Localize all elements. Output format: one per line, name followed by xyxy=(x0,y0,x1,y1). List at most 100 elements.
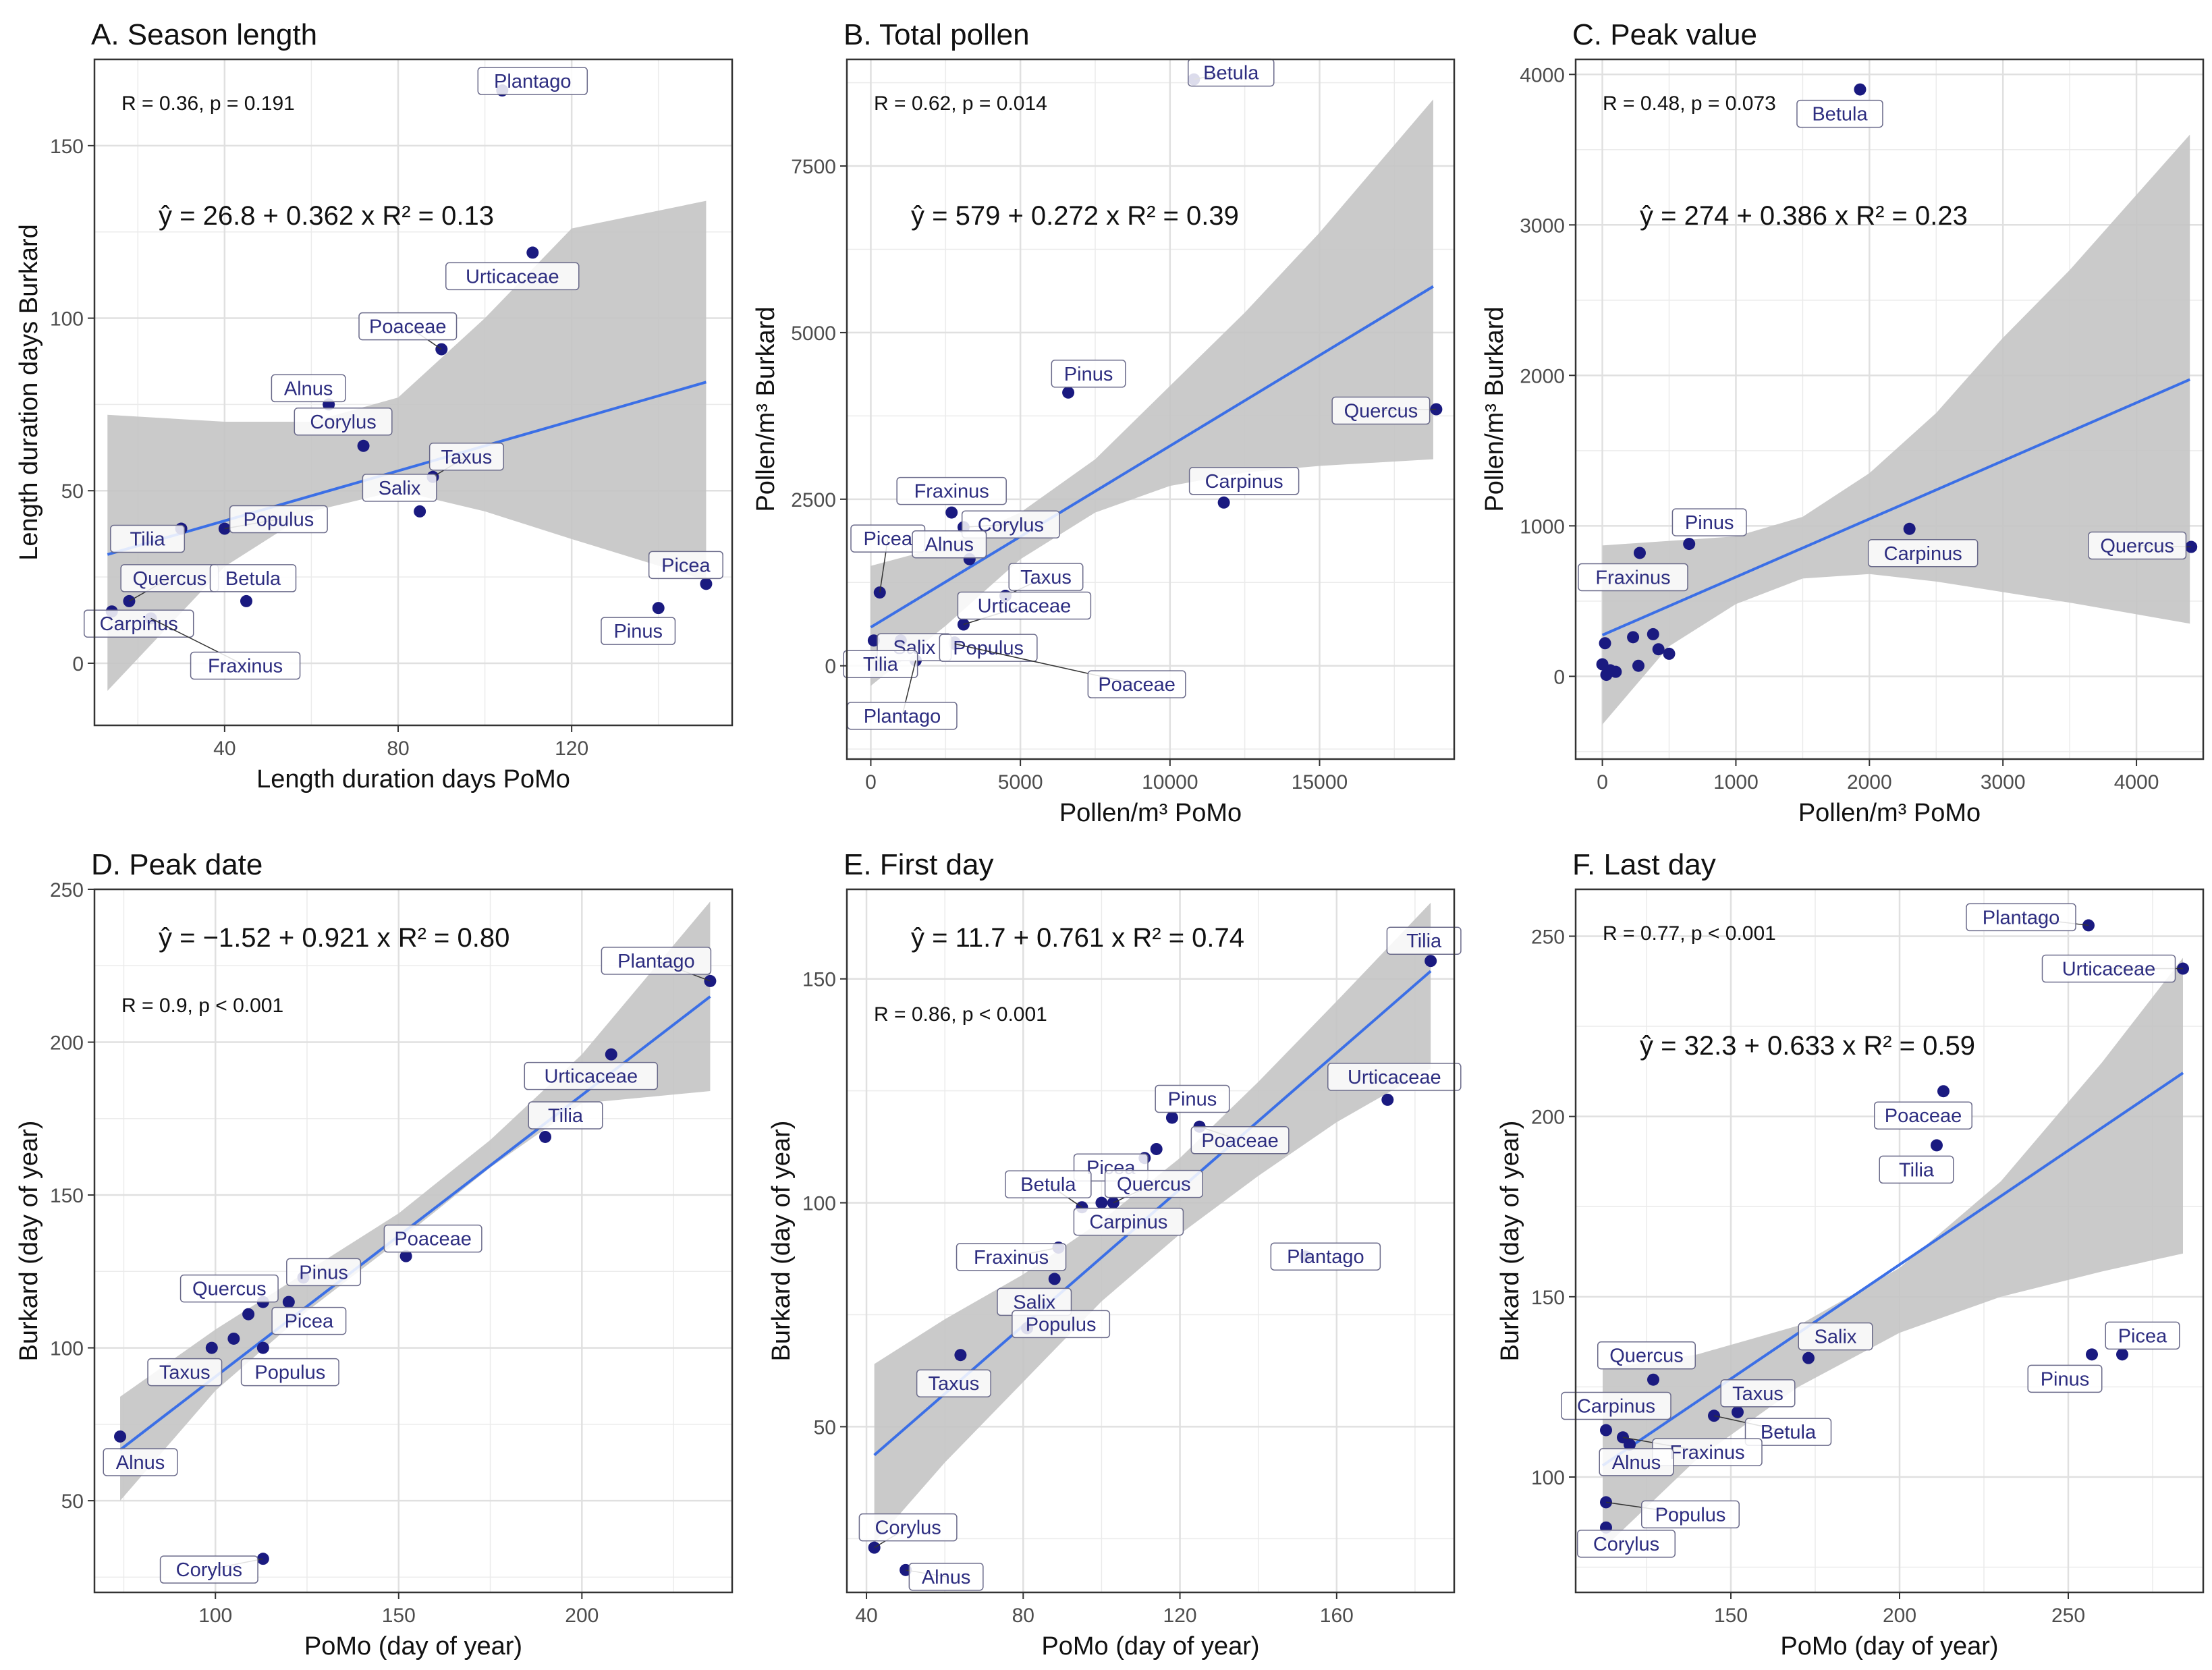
y-tick-label: 150 xyxy=(50,136,84,158)
y-tick-label: 100 xyxy=(1531,1467,1565,1489)
label-box xyxy=(528,1101,603,1130)
label-box xyxy=(1599,1448,1674,1476)
label-text: Pinus xyxy=(1685,512,1734,534)
x-tick-label: 200 xyxy=(1883,1605,1916,1627)
label-box xyxy=(83,609,194,638)
label-text: Carpinus xyxy=(1205,471,1283,493)
label-text: Urticaceae xyxy=(544,1066,638,1088)
point-label-plantago: Plantago xyxy=(1270,1242,1381,1271)
label-text: Betula xyxy=(1761,1422,1817,1443)
data-point-alnus xyxy=(114,1430,127,1443)
point-label-pinus: Pinus xyxy=(286,1258,362,1287)
x-tick-label: 160 xyxy=(1320,1605,1354,1627)
point-label-taxus: Taxus xyxy=(1005,563,1084,596)
label-text: Quercus xyxy=(2100,536,2174,557)
point-label-tilia: Tilia xyxy=(110,524,186,553)
correlation-stat: R = 0.36, p = 0.191 xyxy=(121,92,295,115)
point-label-carpinus: Carpinus xyxy=(1867,539,1979,567)
label-text: Alnus xyxy=(284,378,333,399)
label-box xyxy=(843,650,918,678)
label-text: Urticaceae xyxy=(1348,1067,1441,1088)
y-axis-label: Burkard (day of year) xyxy=(767,1121,796,1362)
label-box xyxy=(362,474,437,502)
chart-title: D. Peak date xyxy=(91,848,262,881)
y-tick-label: 4000 xyxy=(1520,64,1565,86)
label-text: Fraxinus xyxy=(208,655,283,677)
label-text: Plantago xyxy=(1983,907,2060,928)
x-tick-label: 150 xyxy=(382,1605,416,1627)
data-point xyxy=(1663,647,1676,660)
y-tick-label: 100 xyxy=(802,1193,836,1215)
label-box xyxy=(1386,926,1462,955)
x-tick-label: 250 xyxy=(2051,1605,2085,1627)
y-tick-label: 200 xyxy=(50,1032,84,1055)
panel-border xyxy=(93,58,734,727)
confidence-band xyxy=(870,99,1433,686)
y-axis-label: Pollen/m³ Burkard xyxy=(1481,306,1509,511)
y-tick-label: 250 xyxy=(1531,926,1565,948)
correlation-stat: R = 0.77, p < 0.001 xyxy=(1603,922,1776,945)
label-text: Populus xyxy=(254,1362,325,1384)
label-box xyxy=(957,591,1092,620)
label-text: Pinus xyxy=(299,1262,348,1283)
data-point-alnus xyxy=(1624,1438,1636,1451)
x-tick-label: 40 xyxy=(855,1605,877,1627)
label-box xyxy=(271,374,346,403)
label-box xyxy=(1270,1242,1381,1271)
label-text: Tilia xyxy=(1406,930,1442,952)
correlation-stat: R = 0.86, p < 0.001 xyxy=(874,1003,1047,1026)
y-tick-label: 200 xyxy=(1531,1107,1565,1129)
y-tick-label: 150 xyxy=(50,1185,84,1207)
point-label-poaceae: Poaceae xyxy=(358,312,458,350)
label-text: Populus xyxy=(1655,1504,1726,1526)
x-axis-label: PoMo (day of year) xyxy=(1041,1632,1259,1661)
point-label-betula: Betula xyxy=(1005,1170,1092,1208)
label-text: Picea xyxy=(285,1311,334,1333)
data-point-poaceae xyxy=(1937,1085,1950,1098)
label-box xyxy=(1597,1341,1696,1370)
label-text: Carpinus xyxy=(1089,1212,1167,1233)
data-point-picea xyxy=(700,578,713,590)
label-box xyxy=(271,1306,347,1335)
label-box xyxy=(1798,1322,1873,1351)
label-text: Taxus xyxy=(441,447,493,468)
point-label-populus: Populus xyxy=(224,505,328,534)
point-label-betula: Betula xyxy=(1713,1415,1832,1446)
label-box xyxy=(601,617,676,645)
point-label-carpinus: Carpinus xyxy=(1073,1207,1184,1236)
confidence-band xyxy=(1602,134,2190,725)
label-box xyxy=(1155,1084,1230,1113)
y-tick-label: 1000 xyxy=(1520,516,1565,538)
data-point-taxus xyxy=(205,1341,218,1354)
point-label-quercus: Quercus xyxy=(1104,1169,1203,1204)
chart-panel-f: Plantago Urticaceae Poaceae Tilia Salix Picea… xyxy=(1496,848,2205,1661)
data-point-taxus xyxy=(1732,1405,1744,1418)
point-label-plantago: Plantago xyxy=(477,67,588,95)
label-text: Betula xyxy=(1812,104,1868,126)
label-text: Poaceae xyxy=(1098,674,1176,696)
x-tick-label: 80 xyxy=(1012,1605,1034,1627)
point-label-corylus: Corylus xyxy=(159,1555,263,1584)
label-text: Corylus xyxy=(176,1559,242,1581)
label-box xyxy=(159,1555,258,1584)
label-box xyxy=(1879,1155,1954,1184)
chart-title: E. First day xyxy=(844,848,994,881)
label-text: Tilia xyxy=(130,529,166,551)
label-text: Fraxinus xyxy=(974,1247,1049,1269)
regression-equation: ŷ = 579 + 0.272 x R² = 0.39 xyxy=(911,201,1239,231)
x-axis-label: Length duration days PoMo xyxy=(256,765,570,794)
label-text: Corylus xyxy=(1593,1534,1659,1555)
point-label-populus: Populus xyxy=(1605,1500,1740,1529)
label-text: Fraxinus xyxy=(1595,567,1670,588)
label-text: Plantago xyxy=(864,706,941,727)
label-box xyxy=(601,947,712,975)
label-text: Alnus xyxy=(116,1452,165,1474)
label-box xyxy=(1577,1530,1676,1558)
label-box xyxy=(1008,563,1084,591)
x-tick-label: 120 xyxy=(1163,1605,1197,1627)
label-box xyxy=(477,67,588,95)
data-point-carpinus xyxy=(1600,1424,1612,1437)
label-text: Pinus xyxy=(2041,1368,2090,1390)
point-label-fraxinus: Fraxinus xyxy=(1622,1437,1763,1466)
